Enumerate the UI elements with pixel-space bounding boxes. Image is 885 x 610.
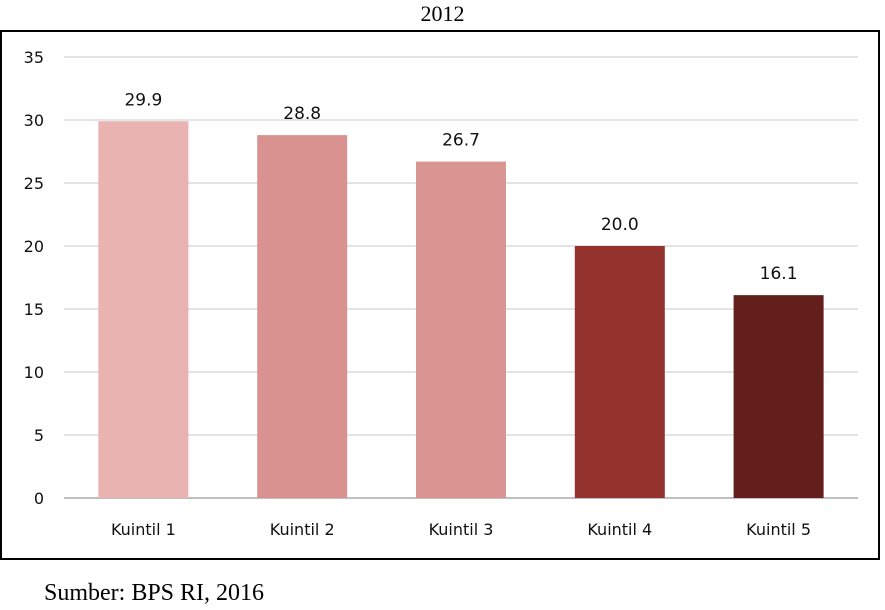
bar — [416, 161, 506, 498]
x-category-label: Kuintil 5 — [746, 520, 811, 539]
bar — [98, 121, 189, 498]
data-label: 26.7 — [442, 131, 480, 151]
bars — [98, 121, 824, 498]
y-tick-label: 30 — [24, 111, 44, 130]
chart-frame — [0, 30, 880, 560]
data-label: 29.9 — [124, 90, 162, 110]
data-label: 28.8 — [283, 104, 321, 124]
bar — [733, 295, 824, 498]
x-category-label: Kuintil 4 — [587, 520, 652, 539]
chart-title: 2012 — [420, 1, 465, 26]
y-tick-label: 20 — [24, 237, 44, 256]
y-tick-label: 10 — [24, 363, 44, 382]
y-axis-ticks: 0 5 10 15 20 25 30 35 — [24, 48, 44, 508]
bar — [574, 246, 665, 498]
data-label: 20.0 — [601, 215, 639, 235]
y-tick-label: 35 — [24, 48, 44, 67]
data-label: 16.1 — [760, 264, 798, 284]
gridlines — [64, 56, 858, 499]
source-note: Sumber: BPS RI, 2016 — [44, 580, 265, 606]
bar — [257, 135, 348, 498]
bar-chart: 0 5 10 15 20 25 30 35 29.9 28.8 26.7 20.0 16.1 Kuin… — [24, 48, 858, 539]
y-tick-label: 25 — [24, 174, 44, 193]
data-labels: 29.9 28.8 26.7 20.0 16.1 — [124, 90, 797, 284]
y-tick-label: 0 — [34, 489, 44, 508]
y-tick-label: 5 — [34, 426, 44, 445]
x-axis-categories: Kuintil 1 Kuintil 2 Kuintil 3 Kuintil 4 Kuin… — [111, 520, 811, 539]
x-category-label: Kuintil 1 — [111, 520, 176, 539]
x-category-label: Kuintil 3 — [429, 520, 494, 539]
x-category-label: Kuintil 2 — [270, 520, 335, 539]
y-tick-label: 15 — [24, 300, 44, 319]
